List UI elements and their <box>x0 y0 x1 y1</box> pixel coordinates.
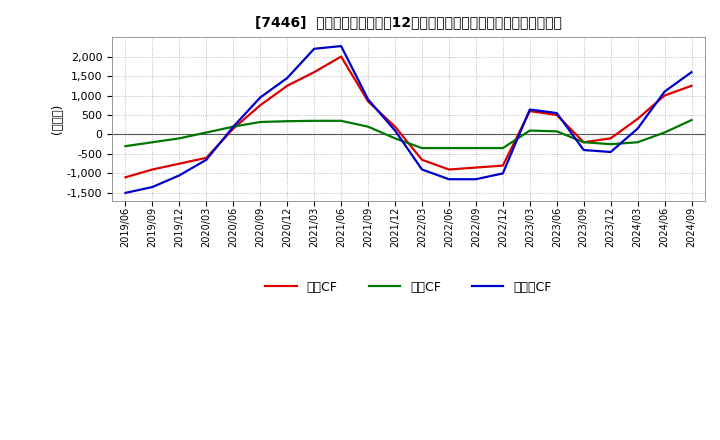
Line: フリーCF: フリーCF <box>125 46 691 193</box>
フリーCF <box>175 173 184 178</box>
フリーCF <box>498 171 507 176</box>
投資CF <box>310 118 318 124</box>
フリーCF <box>202 157 211 162</box>
営業CF <box>283 83 292 88</box>
投資CF <box>229 124 238 129</box>
Title: [7446]  キャッシュフローの12か月移動合計の対前年同期増減額の推移: [7446] キャッシュフローの12か月移動合計の対前年同期増減額の推移 <box>255 15 562 29</box>
営業CF <box>498 163 507 168</box>
営業CF <box>256 103 264 108</box>
営業CF <box>634 116 642 121</box>
フリーCF <box>148 184 157 190</box>
Legend: 営業CF, 投資CF, フリーCF: 営業CF, 投資CF, フリーCF <box>261 275 557 299</box>
投資CF <box>687 117 696 123</box>
Line: 投資CF: 投資CF <box>125 120 691 148</box>
投資CF <box>634 139 642 145</box>
営業CF <box>552 112 561 117</box>
フリーCF <box>687 70 696 75</box>
フリーCF <box>580 147 588 153</box>
フリーCF <box>364 97 372 102</box>
投資CF <box>175 136 184 141</box>
投資CF <box>445 146 454 151</box>
フリーCF <box>391 128 400 133</box>
営業CF <box>472 165 480 170</box>
営業CF <box>580 139 588 145</box>
営業CF <box>202 155 211 161</box>
投資CF <box>580 139 588 145</box>
フリーCF <box>526 107 534 112</box>
営業CF <box>310 70 318 75</box>
フリーCF <box>229 124 238 129</box>
投資CF <box>660 130 669 135</box>
営業CF <box>526 108 534 114</box>
Line: 営業CF: 営業CF <box>125 57 691 177</box>
フリーCF <box>606 149 615 154</box>
フリーCF <box>552 110 561 116</box>
投資CF <box>526 128 534 133</box>
営業CF <box>418 157 426 162</box>
フリーCF <box>660 89 669 94</box>
フリーCF <box>445 176 454 182</box>
投資CF <box>148 139 157 145</box>
フリーCF <box>337 44 346 49</box>
営業CF <box>337 54 346 59</box>
営業CF <box>687 83 696 88</box>
営業CF <box>445 167 454 172</box>
投資CF <box>606 142 615 147</box>
営業CF <box>148 167 157 172</box>
投資CF <box>552 129 561 134</box>
投資CF <box>418 146 426 151</box>
投資CF <box>472 146 480 151</box>
投資CF <box>121 143 130 149</box>
フリーCF <box>256 95 264 100</box>
フリーCF <box>418 167 426 172</box>
Y-axis label: (百万円): (百万円) <box>51 104 64 134</box>
投資CF <box>202 130 211 135</box>
投資CF <box>256 119 264 125</box>
フリーCF <box>283 75 292 81</box>
営業CF <box>364 99 372 104</box>
投資CF <box>391 136 400 141</box>
投資CF <box>337 118 346 124</box>
営業CF <box>660 93 669 98</box>
投資CF <box>498 146 507 151</box>
フリーCF <box>310 46 318 51</box>
フリーCF <box>121 190 130 195</box>
フリーCF <box>472 176 480 182</box>
営業CF <box>121 175 130 180</box>
営業CF <box>606 136 615 141</box>
投資CF <box>283 118 292 124</box>
フリーCF <box>634 126 642 131</box>
投資CF <box>364 124 372 129</box>
営業CF <box>175 161 184 166</box>
営業CF <box>229 126 238 131</box>
営業CF <box>391 124 400 129</box>
